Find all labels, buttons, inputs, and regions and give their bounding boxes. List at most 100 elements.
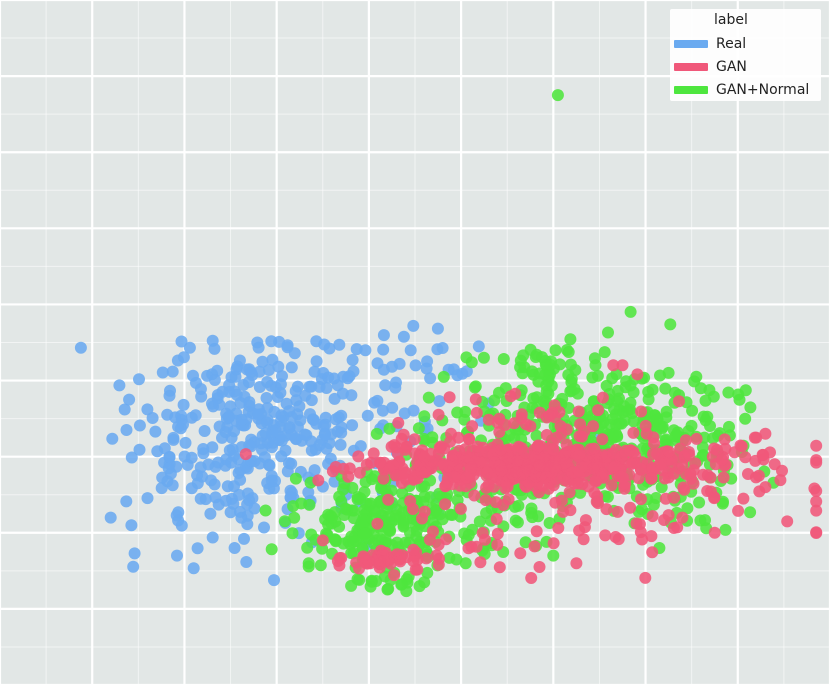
point-gan-normal [699,394,712,407]
point-real [397,330,410,343]
point-gan [502,493,515,506]
point-gan-normal [586,371,599,384]
point-real [288,347,301,360]
point-gan [443,391,456,404]
point-gan [391,469,404,482]
point-gan [365,456,378,469]
point-gan-normal [422,391,435,404]
point-gan-normal [543,517,556,529]
point-real [285,457,298,470]
point-real [187,562,200,575]
legend-swatch-gan [674,63,708,71]
point-real [269,475,281,487]
point-gan [491,527,504,540]
point-gan [481,466,493,479]
point-gan-normal [469,380,482,393]
point-real [268,405,281,418]
point-gan [690,432,703,445]
point-gan [392,416,405,429]
point-gan [409,563,422,576]
point-gan-normal [278,515,291,528]
point-gan [501,480,514,493]
point-real [456,367,469,380]
point-real [197,443,210,455]
point-gan [612,533,625,546]
point-gan [605,479,618,492]
point-gan [810,439,823,452]
point-gan [540,429,553,441]
point-gan [554,420,567,432]
point-real [133,443,146,456]
point-real [240,556,253,568]
point-gan [563,486,576,499]
point-gan [542,482,555,495]
point-gan-normal [347,547,360,560]
point-gan [674,442,687,455]
point-real [113,379,126,392]
point-gan [357,550,370,563]
point-real [318,338,331,351]
point-gan-normal [289,472,302,485]
point-gan [587,462,600,475]
point-gan-normal [434,508,447,521]
point-gan [479,533,491,546]
point-real [313,439,326,451]
point-gan [595,467,608,480]
point-gan [592,404,605,417]
point-real [175,519,188,532]
point-gan-normal [359,527,372,540]
legend-label-gan-normal: GAN+Normal [716,82,810,98]
point-real [267,436,279,449]
point-gan [552,522,565,534]
point-gan-normal [359,476,372,488]
point-real [308,464,321,477]
point-real [421,355,434,368]
point-gan [592,497,604,510]
point-gan [599,529,612,542]
point-gan [596,433,609,446]
point-gan [525,572,538,584]
point-gan [718,433,731,446]
point-gan-normal [333,490,346,503]
point-gan-normal [288,511,301,524]
point-gan [479,494,492,507]
point-gan-normal [395,578,408,591]
point-gan-normal [621,405,634,417]
legend-swatch-gan-normal [674,86,708,94]
point-gan [587,420,600,433]
point-real [424,372,437,385]
point-gan [759,427,772,440]
point-gan-normal [536,351,548,364]
point-gan-normal [526,511,539,524]
point-gan-normal [265,543,278,556]
point-real [341,372,354,385]
point-gan [739,451,752,464]
point-gan [528,540,541,553]
point-gan-normal [588,352,601,365]
point-gan [469,393,482,406]
legend-item-real: Real [674,34,746,54]
point-gan-normal [287,500,300,513]
point-gan [572,450,585,463]
point-gan-normal [527,392,540,405]
point-gan-normal [551,89,564,102]
point-gan [717,471,730,484]
point-gan [611,505,624,518]
point-gan-normal [562,368,575,381]
point-gan [465,540,478,553]
point-real [310,355,323,368]
point-gan [810,527,823,539]
point-gan-normal [302,560,315,573]
point-gan-normal [564,333,577,346]
point-real [216,385,229,398]
point-real [361,409,374,422]
point-gan-normal [459,557,472,570]
point-real [232,467,245,479]
point-gan [684,467,697,480]
point-gan [406,503,419,515]
point-gan [645,530,658,543]
point-gan-normal [354,492,367,505]
point-gan [454,502,467,515]
point-real [228,542,241,554]
point-gan [471,440,484,453]
